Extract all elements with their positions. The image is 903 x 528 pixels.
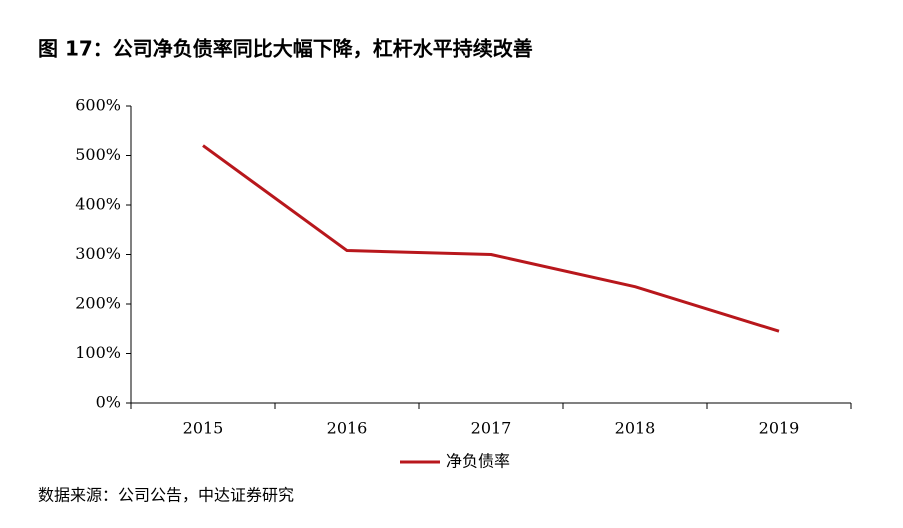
chart-title: 图 17：公司净负债率同比大幅下降，杠杆水平持续改善 [38,37,533,61]
y-tick-label: 0% [96,393,121,412]
source-note: 数据来源：公司公告，中达证券研究 [38,486,294,505]
x-tick-label: 2018 [615,419,656,438]
y-tick-label: 200% [75,294,121,313]
x-tick-label: 2016 [327,419,368,438]
x-tick-label: 2017 [471,419,512,438]
y-tick-label: 400% [75,195,121,214]
y-tick-label: 300% [75,244,121,263]
legend-label: 净负债率 [446,452,510,471]
x-tick-label: 2015 [183,419,224,438]
y-tick-label: 100% [75,343,121,362]
y-tick-label: 500% [75,145,121,164]
y-tick-label: 600% [75,96,121,115]
x-tick-label: 2019 [759,419,800,438]
data-line [202,144,780,333]
